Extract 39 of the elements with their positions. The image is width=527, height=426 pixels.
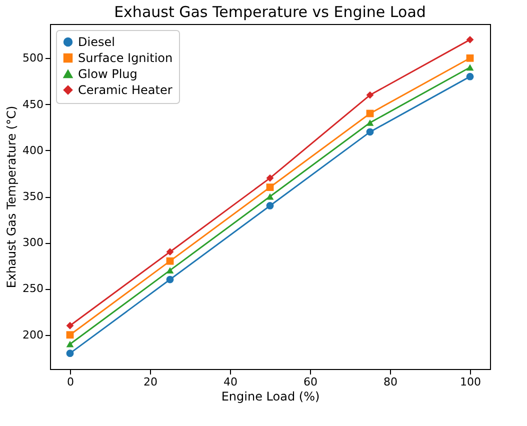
- point: [166, 248, 174, 256]
- point: [466, 36, 474, 44]
- chart-title: Exhaust Gas Temperature vs Engine Load: [114, 3, 426, 21]
- x-tick-label: 80: [384, 376, 398, 388]
- point: [366, 128, 374, 136]
- y-tick-label: 450: [22, 98, 44, 111]
- point: [266, 193, 274, 200]
- point: [66, 331, 74, 339]
- y-tick-label: 500: [22, 52, 44, 65]
- point: [166, 276, 174, 284]
- x-axis-title: Engine Load (%): [221, 390, 320, 404]
- y-tick-label: 250: [22, 282, 44, 296]
- x-tick-label: 60: [304, 376, 318, 388]
- point: [466, 64, 474, 71]
- point: [66, 340, 74, 348]
- y-tick-label: 400: [22, 144, 44, 157]
- x-tick-label: 100: [460, 376, 481, 388]
- y-tick-label: 350: [22, 190, 44, 203]
- point: [266, 174, 274, 182]
- point: [166, 267, 174, 274]
- point: [166, 257, 174, 265]
- point: [466, 72, 474, 80]
- point: [266, 184, 274, 191]
- point: [366, 91, 374, 99]
- point: [66, 350, 74, 358]
- legend-label: Diesel: [78, 35, 115, 49]
- legend-label: Glow Plug: [78, 67, 138, 81]
- x-tick-label: 40: [224, 376, 238, 388]
- x-tick-label: 20: [144, 376, 158, 388]
- legend-label: Surface Ignition: [78, 51, 173, 65]
- y-axis-title: Exhaust Gas Temperature (°C): [4, 106, 19, 288]
- point: [66, 322, 74, 330]
- y-tick-label: 300: [22, 236, 44, 250]
- legend-label: Ceramic Heater: [78, 83, 172, 97]
- y-tick-label: 200: [22, 328, 44, 342]
- point: [366, 119, 374, 126]
- x-tick-label: 0: [67, 376, 74, 388]
- point: [266, 202, 274, 210]
- point: [466, 54, 474, 62]
